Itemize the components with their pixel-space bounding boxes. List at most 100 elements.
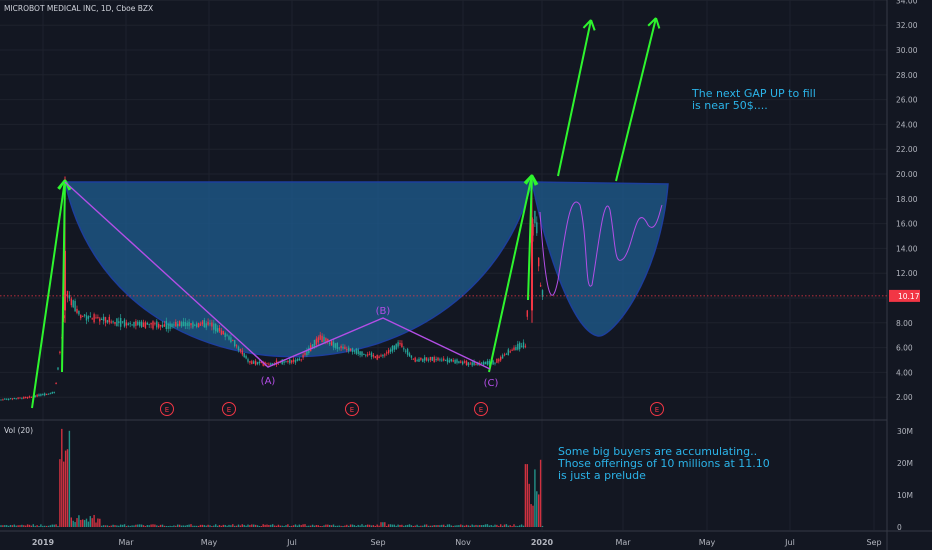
candle-body: [304, 352, 306, 355]
volume-bar: [408, 524, 411, 527]
volume-bar: [454, 525, 456, 527]
volume-bar: [66, 449, 69, 527]
candle-body: [325, 338, 327, 342]
spike-candle-body: [64, 250, 66, 311]
candle-body: [437, 357, 439, 361]
volume-bar: [498, 525, 500, 527]
candle-body: [68, 295, 71, 299]
volume-bar: [484, 524, 487, 527]
price-tick-label: 30.00: [896, 46, 918, 55]
candle-body: [395, 343, 397, 350]
volume-bar: [456, 525, 458, 527]
candle-body: [291, 360, 293, 363]
candle-body: [158, 323, 160, 328]
candle-body: [123, 319, 126, 327]
candle-body: [336, 342, 338, 349]
candle-body: [460, 361, 462, 363]
price-tick-label: 24.00: [896, 120, 918, 129]
candle-body: [104, 317, 107, 323]
candle-body: [45, 393, 48, 395]
candle-body: [374, 356, 376, 358]
candle-body: [121, 321, 124, 323]
candle-body: [378, 356, 380, 358]
candle-body: [500, 357, 502, 361]
volume-bar: [298, 524, 300, 527]
candle-body: [17, 397, 19, 399]
volume-bar: [102, 525, 105, 527]
volume-bar: [513, 524, 515, 527]
candle-body: [539, 285, 542, 287]
time-tick-label: 2020: [531, 538, 554, 547]
candle-body: [524, 345, 527, 347]
candle-body: [262, 361, 264, 366]
candle-body: [492, 360, 494, 365]
candle-body: [102, 316, 105, 321]
volume-bar: [173, 525, 175, 527]
candle-body: [462, 361, 464, 365]
volume-bar: [163, 525, 166, 527]
volume-bar: [129, 525, 131, 527]
volume-bar: [201, 524, 204, 527]
candle-body: [249, 361, 251, 363]
volume-bar: [272, 524, 274, 527]
candle-body: [519, 342, 521, 350]
price-tick-label: 12.00: [896, 269, 918, 278]
volume-bar: [393, 524, 395, 527]
price-tick-label: 4.00: [896, 368, 913, 377]
candle-body: [397, 342, 399, 347]
volume-bar: [365, 525, 367, 527]
volume-bar: [230, 525, 232, 527]
price-tick-label: 26.00: [896, 96, 918, 105]
candle-body: [344, 346, 346, 349]
volume-bar: [334, 525, 337, 527]
time-tick-label: 2019: [32, 538, 55, 547]
candle-body: [260, 361, 262, 364]
volume-bar: [384, 522, 386, 527]
candle-body: [57, 367, 59, 370]
time-tick-label: Jul: [784, 538, 795, 547]
candle-body: [285, 361, 287, 363]
earnings-marker: [650, 402, 664, 416]
volume-bar: [72, 520, 74, 527]
candle-body: [517, 343, 519, 350]
volume-bar: [83, 520, 86, 527]
wave-label-a: (A): [261, 376, 276, 387]
candle-body: [412, 358, 414, 360]
candle-body: [239, 348, 242, 352]
volume-bar: [264, 524, 266, 527]
candle-body: [129, 323, 131, 325]
volume-bar: [199, 524, 202, 527]
time-tick-label: Sep: [370, 538, 385, 547]
gap-note-line: is near 50$....: [692, 99, 768, 112]
volume-bar: [13, 524, 15, 527]
volume-bar: [522, 525, 525, 527]
candle-body: [355, 348, 357, 354]
candle-body: [146, 322, 148, 325]
candle-body: [11, 398, 14, 400]
candle-body: [135, 321, 137, 326]
volume-bar: [353, 525, 356, 527]
volume-bar: [137, 524, 139, 527]
volume-bar: [501, 525, 504, 527]
volume-bar: [329, 524, 331, 527]
volume-bar: [340, 525, 342, 527]
volume-bar: [53, 524, 55, 527]
buyers-note-line: Some big buyers are accumulating..: [558, 445, 757, 458]
candle-body: [346, 349, 348, 351]
price-tick-label: 6.00: [896, 344, 913, 353]
volume-bar: [357, 524, 359, 527]
volume-bar: [144, 526, 147, 527]
volume-bar: [511, 526, 513, 527]
candle-body: [218, 327, 221, 332]
candle-body: [133, 321, 135, 327]
candle-body: [329, 342, 331, 345]
candle-body: [515, 347, 517, 351]
price-tick-label: 8.00: [896, 319, 913, 328]
volume-bar: [82, 519, 84, 527]
candle-body: [387, 350, 390, 354]
candle-body: [317, 337, 319, 343]
candle-body: [376, 354, 378, 360]
volume-bar: [222, 524, 224, 527]
candle-body: [486, 361, 489, 365]
volume-bar: [313, 525, 316, 527]
